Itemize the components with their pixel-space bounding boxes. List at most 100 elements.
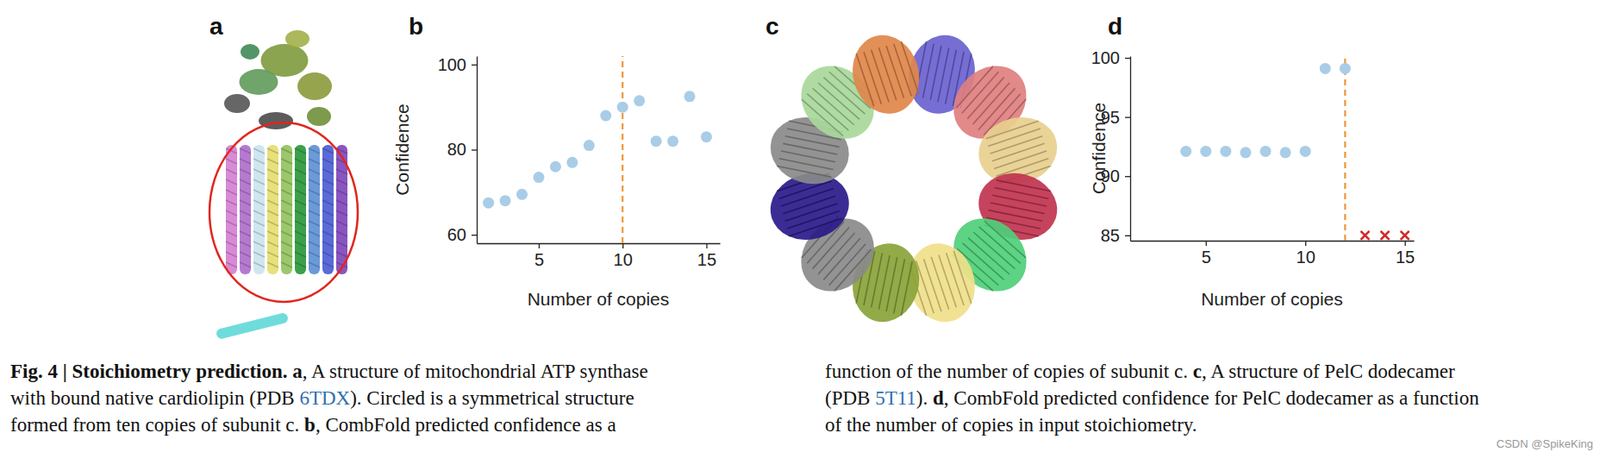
helix-stripe [281,200,293,206]
strand [994,158,1050,176]
strand [931,256,949,311]
helix-stripe [294,220,307,226]
helix-stripe [239,158,251,164]
tick-label: 100 [1091,48,1120,68]
point [583,139,595,151]
reference-line [1343,56,1346,241]
failure-marker [1400,231,1410,240]
strand [779,155,834,173]
helix [281,144,293,275]
tick: 10 [613,243,633,269]
caption-line: with bound native cardiolipin (PDB 6TDX)… [10,387,635,409]
strand [946,251,964,307]
helix-stripe [322,189,334,195]
strand [979,224,1021,266]
strand [863,50,882,106]
tick: 85 [1100,225,1131,245]
helix-stripe [322,168,334,175]
figure: abcd510156080100Number of copiesConfiden… [0,0,1600,452]
strand [970,82,1013,125]
caption-run: function of the number of copies of subu… [825,360,1194,382]
caption-run: b [304,413,316,436]
caption-run: formed from ten copies of subunit c. [10,413,305,436]
strand [778,181,833,199]
caption-run: d [932,387,944,409]
helix-stripe [322,262,334,268]
helix-stripe [267,251,279,257]
helix-stripe [225,189,238,195]
strand [886,44,904,100]
tick-mark [1404,240,1406,246]
caption-line: of the number of copies in input stoichi… [825,413,1198,436]
tick-mark [1125,235,1131,237]
tick-label: 15 [697,250,717,269]
helix-stripe [308,231,320,237]
strand [784,203,839,221]
x-axis-title: Number of copies [527,288,670,309]
helix-stripe [281,168,293,175]
panel-label: b [408,12,424,40]
helix-stripe [308,262,320,268]
helix-stripe [308,158,320,164]
helix-stripe [253,210,265,216]
strand [993,150,1048,169]
tick-label: 80 [447,139,467,159]
reference-line [621,56,624,244]
helix-stripe [267,200,279,206]
axis-line [476,56,478,244]
helix-stripe [225,241,238,247]
helix-stripe [336,231,348,237]
helix-stripe [308,148,320,154]
helix-stripe [253,251,265,257]
helix-stripe [267,179,279,185]
x-axis: 51015 [1131,240,1416,267]
helix-stripe [281,179,293,185]
caption-run: Fig. 4 | Stoichiometry prediction. [10,360,293,382]
tick-mark [622,243,624,249]
strand [786,211,841,229]
caption-run: 6TDX [299,387,350,409]
strand [856,52,874,107]
point [617,101,629,113]
chart: 510156080100Number of copiesConfidence [392,55,721,309]
helix-stripe [281,158,293,164]
tick: 10 [1296,240,1316,267]
chart: 51015859095100Number of copiesConfidence [1088,48,1415,309]
panel-label: c [765,12,780,40]
helix-stripe [239,168,251,175]
helix-stripe [267,210,279,216]
strand [821,237,863,280]
tick-mark [1305,240,1307,246]
point [500,194,512,207]
strand [801,96,844,138]
helix-stripe [281,251,293,257]
point [550,161,562,173]
point [1300,145,1312,157]
helix-stripe [336,168,348,175]
caption-run: , CombFold predicted confidence for PelC… [943,387,1480,409]
helix-stripe [308,200,320,206]
strand [916,259,934,314]
domain-blob [240,43,260,60]
caption-run: of the number of copies in input stoichi… [825,413,1198,436]
helix-stripe [253,158,265,164]
caption-line: formed from ten copies of subunit c. b, … [10,413,617,436]
helix-stripe [322,158,334,164]
caption-run: ). Circled is a symmetrical structure [350,387,635,409]
subunit-body [843,27,928,122]
tick: 15 [697,243,717,269]
helix-stripe [281,210,293,216]
axis-line [1130,56,1132,242]
helix-stripe [225,200,238,206]
helix-stripe [239,262,251,268]
helix [294,144,307,275]
x-axis-title: Number of copies [1200,288,1344,309]
series [1360,231,1409,240]
point [700,131,713,143]
helix-stripe [239,148,251,154]
strand [926,45,944,100]
helix-stripe [281,262,293,268]
point [1180,145,1192,157]
tick-mark [471,64,477,66]
tick-mark [471,149,477,150]
